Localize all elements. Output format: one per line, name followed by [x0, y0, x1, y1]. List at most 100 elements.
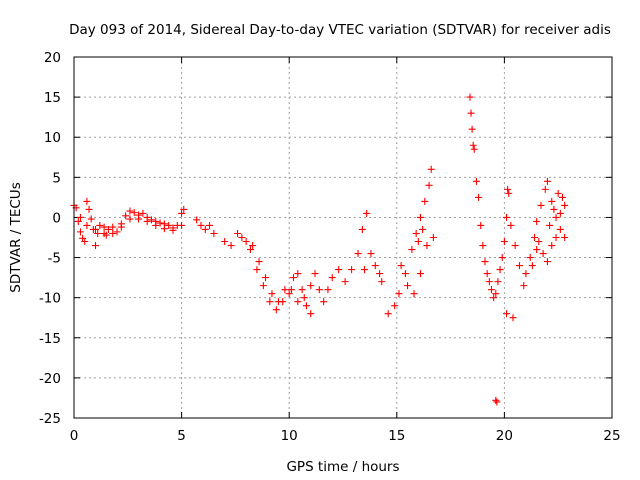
data-point	[479, 242, 487, 250]
data-point	[533, 217, 541, 225]
data-point	[197, 221, 205, 229]
data-point	[328, 274, 336, 282]
data-point	[156, 219, 164, 227]
data-point	[81, 238, 89, 246]
data-point	[503, 310, 511, 318]
data-point	[311, 270, 319, 278]
data-point	[83, 197, 91, 205]
data-point	[371, 262, 379, 270]
data-point	[466, 93, 474, 101]
data-point	[490, 294, 498, 302]
data-point	[552, 213, 560, 221]
data-point	[143, 217, 151, 225]
data-point	[83, 221, 91, 229]
data-point	[102, 231, 110, 239]
data-point	[249, 242, 257, 250]
y-tick-label: -5	[48, 251, 61, 267]
data-point	[130, 209, 138, 217]
data-point	[408, 246, 416, 254]
data-point	[266, 298, 274, 306]
data-point	[511, 242, 519, 250]
data-point	[561, 201, 569, 209]
data-point	[96, 221, 104, 229]
data-point	[178, 221, 186, 229]
data-point	[85, 205, 93, 213]
data-point	[300, 294, 308, 302]
data-point	[242, 238, 250, 246]
data-point	[126, 215, 134, 223]
data-point	[221, 238, 229, 246]
data-point	[234, 229, 242, 237]
data-point	[290, 274, 298, 282]
data-point	[354, 250, 362, 258]
data-point	[395, 290, 403, 298]
data-point	[543, 177, 551, 185]
data-point	[361, 266, 369, 274]
data-point	[193, 216, 201, 224]
plot-frame	[73, 56, 613, 419]
x-tick-label: 25	[603, 428, 620, 444]
data-point	[414, 238, 422, 246]
data-point	[503, 213, 511, 221]
data-point	[320, 298, 328, 306]
data-point	[76, 228, 84, 236]
data-point	[255, 258, 263, 266]
data-point	[165, 221, 173, 229]
data-point	[520, 282, 528, 290]
data-point	[475, 193, 483, 201]
data-point	[526, 254, 534, 262]
data-point	[281, 286, 289, 294]
data-point	[498, 254, 506, 262]
data-point	[429, 234, 437, 241]
data-point	[294, 270, 302, 278]
data-point	[487, 286, 495, 294]
data-point	[556, 209, 564, 217]
data-point	[493, 398, 501, 406]
data-point	[416, 213, 424, 221]
data-point	[515, 262, 523, 270]
data-point	[324, 286, 332, 294]
data-point	[485, 278, 493, 286]
data-point	[335, 266, 343, 274]
data-point	[210, 229, 218, 237]
data-point	[307, 282, 315, 290]
data-point	[481, 258, 489, 266]
data-point	[201, 225, 209, 233]
data-point	[206, 221, 214, 229]
data-point	[169, 226, 177, 234]
x-tick-label: 5	[177, 428, 186, 444]
data-point	[543, 258, 551, 266]
data-point	[348, 266, 356, 274]
chart-title: Day 093 of 2014, Sidereal Day-to-day VTE…	[69, 22, 611, 38]
data-point	[533, 246, 541, 254]
data-point	[92, 242, 100, 250]
data-point	[307, 310, 315, 318]
data-point	[94, 229, 102, 237]
data-point	[541, 185, 549, 193]
data-point	[74, 217, 82, 225]
grid-lines	[74, 57, 612, 418]
data-point	[477, 221, 485, 229]
data-point	[531, 234, 539, 241]
data-point	[139, 209, 147, 217]
y-tick-label: 20	[44, 50, 61, 66]
data-point	[410, 290, 418, 298]
y-axis-label: SDTVAR / TECUs	[8, 182, 24, 292]
data-point	[404, 282, 412, 290]
data-point	[384, 310, 392, 318]
data-point	[268, 290, 276, 298]
data-point	[285, 290, 293, 298]
data-point	[468, 125, 476, 133]
data-point	[412, 229, 420, 237]
data-point	[117, 223, 125, 231]
data-point	[425, 181, 433, 189]
x-tick-label: 15	[388, 428, 405, 444]
data-point	[467, 109, 475, 117]
data-point	[556, 225, 564, 233]
data-point	[227, 242, 235, 250]
data-point	[294, 298, 302, 306]
data-point	[126, 207, 134, 215]
data-point	[509, 314, 517, 322]
data-point	[427, 165, 435, 173]
